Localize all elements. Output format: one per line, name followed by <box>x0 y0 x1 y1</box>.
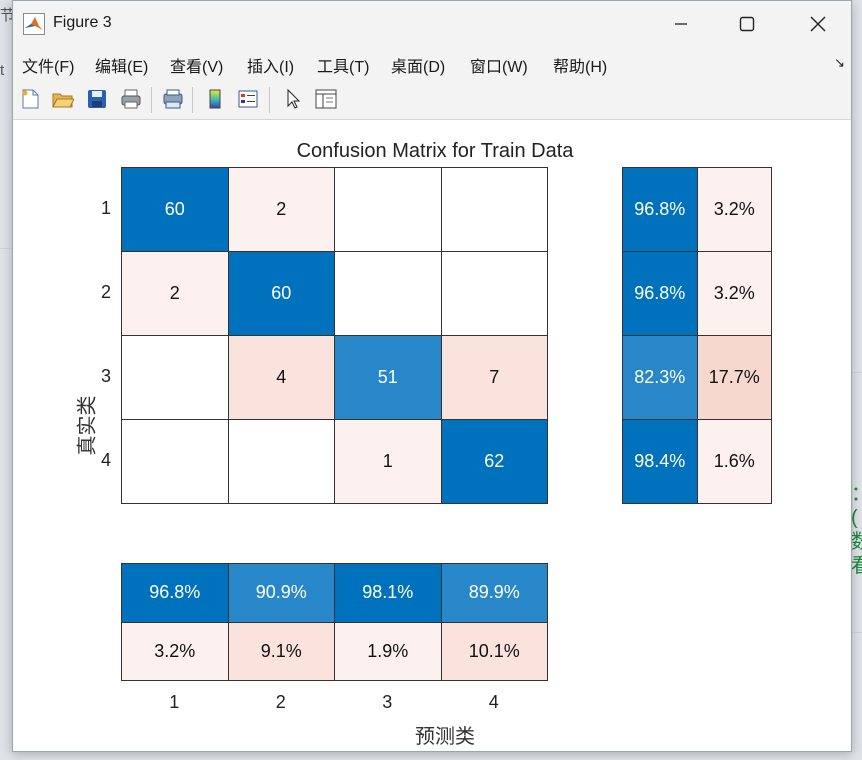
row-tick-label: 4 <box>100 450 111 470</box>
title-bar[interactable]: Figure 3 <box>13 1 851 47</box>
window-title: Figure 3 <box>53 14 112 31</box>
matrix-cell <box>122 336 229 420</box>
column-summary-cell: 89.9% <box>441 564 548 623</box>
menu-view[interactable]: 查看(V) <box>170 59 224 76</box>
row-summary-cell: 96.8% <box>623 168 698 252</box>
pointer-icon <box>287 88 301 109</box>
matrix-cell: 60 <box>122 168 229 252</box>
column-summary-cell: 9.1% <box>228 622 335 681</box>
maximize-icon <box>739 16 755 32</box>
column-summary-cell: 10.1% <box>441 622 548 681</box>
matrix-cell: 7 <box>441 336 548 420</box>
legend-button[interactable] <box>234 85 262 113</box>
background-divider <box>850 372 862 373</box>
legend-icon <box>238 90 258 108</box>
row-summary-cell: 98.4% <box>623 420 698 504</box>
pointer-button[interactable] <box>279 85 307 113</box>
toolbar-separator <box>192 87 193 113</box>
matrix-cell: 51 <box>335 336 442 420</box>
x-axis-label: 预测类 <box>415 724 475 748</box>
column-summary-cell: 3.2% <box>122 622 229 681</box>
property-editor-icon <box>315 89 337 109</box>
colorbar-icon <box>209 89 221 109</box>
menu-window[interactable]: 窗口(W) <box>470 59 528 76</box>
matrix-cell <box>441 252 548 336</box>
menu-edit[interactable]: 编辑(E) <box>95 59 149 76</box>
row-summary-cell: 96.8% <box>623 252 698 336</box>
dock-arrow-icon[interactable]: ↘ <box>834 55 845 70</box>
toolbar-separator <box>151 87 152 113</box>
menu-help[interactable]: 帮助(H) <box>553 59 608 76</box>
row-summary-cell: 17.7% <box>697 336 772 420</box>
column-tick-label: 1 <box>169 692 180 712</box>
column-tick-label: 3 <box>382 692 393 712</box>
matlab-logo-icon <box>23 13 45 35</box>
column-summary-cell: 96.8% <box>122 564 229 623</box>
print-preview-button[interactable] <box>159 85 187 113</box>
matrix-cell: 2 <box>122 252 229 336</box>
row-tick-label: 1 <box>100 198 111 218</box>
new-figure-button[interactable] <box>16 85 44 113</box>
toolbar-separator <box>269 87 270 113</box>
row-summary-cell: 3.2% <box>697 168 772 252</box>
column-tick-label: 4 <box>488 692 499 712</box>
menu-bar: 文件(F) 编辑(E) 查看(V) 插入(I) 工具(T) 桌面(D) 窗口(W… <box>13 47 851 79</box>
matrix-cell: 60 <box>228 252 335 336</box>
minimize-button[interactable] <box>658 1 704 47</box>
open-button[interactable] <box>49 85 77 113</box>
matrix-cell <box>335 252 442 336</box>
row-tick-label: 3 <box>100 366 111 386</box>
background-fragment-mid: t <box>0 62 5 79</box>
open-icon <box>52 93 74 108</box>
column-summary-cell: 90.9% <box>228 564 335 623</box>
matrix-cell: 2 <box>228 168 335 252</box>
background-fragment-top: 节 <box>0 7 16 24</box>
column-tick-label: 2 <box>275 692 286 712</box>
save-button[interactable] <box>83 85 111 113</box>
menu-desktop[interactable]: 桌面(D) <box>391 59 446 76</box>
new-figure-icon <box>22 89 39 109</box>
close-button[interactable] <box>795 1 841 47</box>
row-tick-label: 2 <box>100 282 111 302</box>
matrix-cell <box>441 168 548 252</box>
row-summary: 96.8% 3.2% 96.8% 3.2% 82.3% 17.7% 98.4% 1.6% <box>622 167 772 504</box>
menu-file[interactable]: 文件(F) <box>22 59 75 76</box>
column-summary-cell: 98.1% <box>335 564 442 623</box>
colorbar-button[interactable] <box>201 85 229 113</box>
matrix-cell <box>335 168 442 252</box>
row-summary-cell: 3.2% <box>697 252 772 336</box>
matrix-cell <box>122 420 229 504</box>
y-axis-label: 真实类 <box>74 395 99 456</box>
matrix-cell: 1 <box>335 420 442 504</box>
print-icon <box>121 89 141 109</box>
background-divider <box>0 248 12 249</box>
close-icon <box>810 16 826 32</box>
menu-tools[interactable]: 工具(T) <box>317 59 370 76</box>
row-summary-cell: 82.3% <box>623 336 698 420</box>
confusion-matrix: 60 2 2 60 4 51 7 1 62 <box>121 167 548 504</box>
maximize-button[interactable] <box>724 1 770 47</box>
column-summary-cell: 1.9% <box>335 622 442 681</box>
figure-toolbar <box>13 79 851 120</box>
minimize-icon <box>675 23 687 25</box>
print-preview-icon <box>163 89 183 109</box>
column-summary: 96.8% 90.9% 98.1% 89.9% 3.2% 9.1% 1.9% 10.1% <box>121 563 548 681</box>
menu-insert[interactable]: 插入(I) <box>247 59 295 76</box>
plot-title: Confusion Matrix for Train Data <box>296 140 574 162</box>
save-icon <box>88 90 106 108</box>
background-divider <box>850 632 862 633</box>
matrix-cell: 62 <box>441 420 548 504</box>
matrix-cell <box>228 420 335 504</box>
row-summary-cell: 1.6% <box>697 420 772 504</box>
background-green-text: ： ( 数 看 <box>851 483 862 577</box>
matrix-cell: 4 <box>228 336 335 420</box>
print-button[interactable] <box>117 85 145 113</box>
property-editor-button[interactable] <box>312 85 340 113</box>
